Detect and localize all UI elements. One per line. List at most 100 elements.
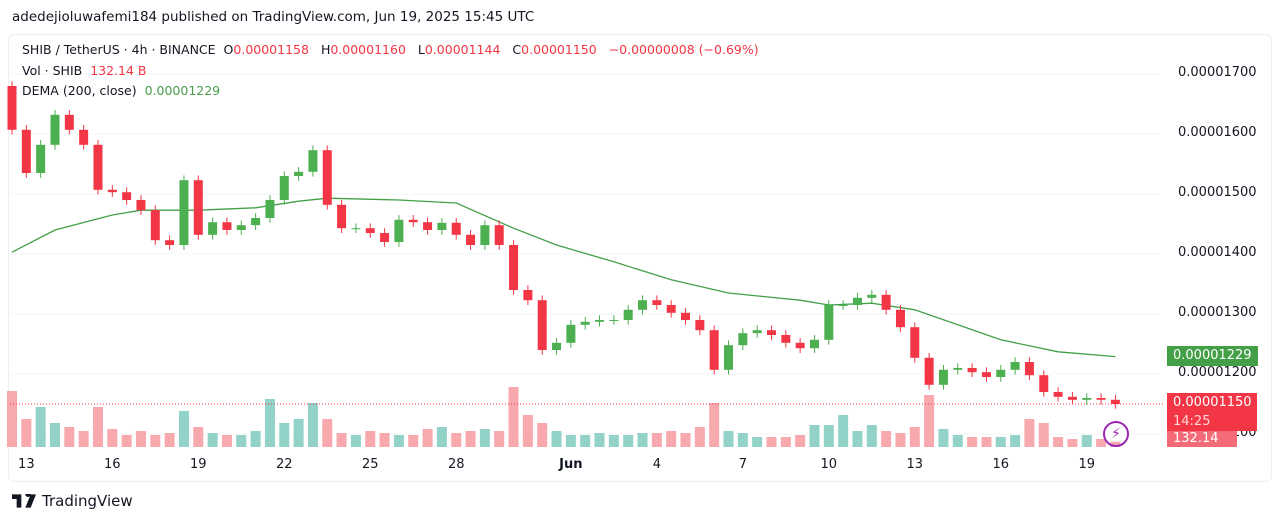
price-tick-label: 0.00001700 — [1178, 65, 1257, 80]
low-label: L — [417, 42, 425, 57]
dema-label[interactable]: DEMA (200, close) — [22, 83, 137, 98]
volume-bar — [322, 419, 333, 447]
volume-bar — [494, 431, 505, 447]
volume-bar — [924, 395, 935, 447]
candle-down — [322, 150, 332, 205]
price-tick-label: 0.00001400 — [1178, 245, 1257, 260]
volume-bar — [1067, 439, 1078, 447]
candle-down — [910, 327, 920, 358]
volume-bar — [408, 435, 419, 447]
last-price: 0.00001150 — [1173, 395, 1252, 410]
volume-bar — [436, 427, 447, 447]
candle-up — [867, 294, 877, 298]
candle-down — [193, 180, 203, 235]
volume-bar — [236, 435, 247, 447]
volume-bar — [379, 433, 390, 447]
volume-bar — [35, 407, 46, 447]
time-tick-label: 28 — [447, 457, 465, 472]
candle-down — [1096, 398, 1106, 400]
volume-bar — [508, 387, 519, 447]
volume-label[interactable]: Vol · SHIB — [22, 63, 83, 78]
volume-bar — [365, 431, 376, 447]
tradingview-logo-icon — [12, 494, 36, 508]
volume-bar — [1096, 439, 1107, 447]
candle-down — [509, 245, 519, 290]
candle-up — [595, 320, 605, 322]
chart-frame — [8, 34, 1272, 482]
volume-bar — [680, 433, 691, 447]
volume-bar — [995, 437, 1006, 447]
volume-bar — [967, 437, 978, 447]
open-label: O — [223, 42, 234, 57]
volume-bar — [1024, 419, 1035, 447]
close-value: 0.00001150 — [521, 42, 597, 57]
candle-up — [724, 345, 733, 370]
candle-down — [981, 372, 991, 377]
time-tick-label: 7 — [738, 457, 747, 472]
volume-bar — [766, 437, 777, 447]
volume-bar — [64, 427, 75, 447]
volume-bar — [78, 431, 89, 447]
low-value: 0.00001144 — [424, 42, 501, 57]
candle-up — [480, 225, 490, 245]
candle-down — [709, 330, 719, 370]
candle-down — [681, 312, 691, 320]
candle-up — [1010, 362, 1020, 370]
volume-bar — [350, 435, 361, 447]
legend-volume: Vol · SHIB 132.14 B — [22, 63, 151, 78]
volume-bar — [537, 423, 548, 447]
candle-up — [809, 339, 819, 349]
candle-up — [838, 305, 848, 306]
price-tick-label: 0.00001500 — [1178, 185, 1257, 200]
flash-icon[interactable]: ⚡ — [1103, 421, 1129, 447]
candle-down — [21, 129, 31, 173]
candle-up — [1082, 398, 1092, 400]
candle-down — [895, 309, 905, 328]
volume-bar — [150, 435, 161, 447]
candle-up — [609, 320, 619, 321]
candle-down — [7, 86, 17, 130]
volume-bar — [623, 435, 634, 447]
volume-bar — [1038, 423, 1049, 447]
volume-bar — [92, 407, 103, 447]
candle-down — [652, 300, 662, 305]
legend-dema: DEMA (200, close) 0.00001229 — [22, 83, 224, 98]
volume-badge: 132.14 B — [1167, 431, 1237, 462]
volume-bar — [7, 391, 17, 447]
candle-up — [294, 171, 304, 176]
candle-up — [437, 222, 447, 230]
volume-bar — [279, 423, 290, 447]
dema-line — [11, 197, 1116, 358]
time-tick-label: 13 — [906, 457, 924, 472]
candle-up — [279, 176, 289, 200]
time-tick-label: 19 — [190, 457, 207, 472]
candle-down — [766, 330, 776, 335]
tradingview-logo[interactable]: TradingView — [12, 492, 133, 510]
candle-down — [337, 204, 347, 229]
volume-bar — [1081, 435, 1092, 447]
volume-bar — [723, 431, 734, 447]
price-tick-label: 0.00001200 — [1178, 365, 1257, 380]
volume-bar — [594, 433, 605, 447]
candle-up — [566, 324, 576, 343]
candle-up — [179, 180, 189, 245]
last-price-badge: 0.00001150 14:25 — [1167, 393, 1257, 431]
volume-bar — [651, 433, 662, 447]
candle-down — [466, 234, 476, 245]
candle-down — [423, 222, 433, 230]
candle-down — [967, 368, 977, 373]
volume-bar — [666, 431, 677, 447]
volume-bar — [21, 419, 32, 447]
volume-bars — [7, 387, 1121, 447]
volume-bar — [838, 415, 849, 447]
volume-bar — [565, 435, 576, 447]
candle-up — [938, 369, 948, 385]
volume-bar — [752, 437, 763, 447]
volume-bar — [207, 433, 218, 447]
candle-down — [537, 300, 547, 350]
candle-down — [523, 290, 533, 301]
symbol-title[interactable]: SHIB / TetherUS · 4h · BINANCE — [22, 42, 216, 57]
open-value: 0.00001158 — [233, 42, 309, 57]
candle-up — [752, 330, 762, 334]
